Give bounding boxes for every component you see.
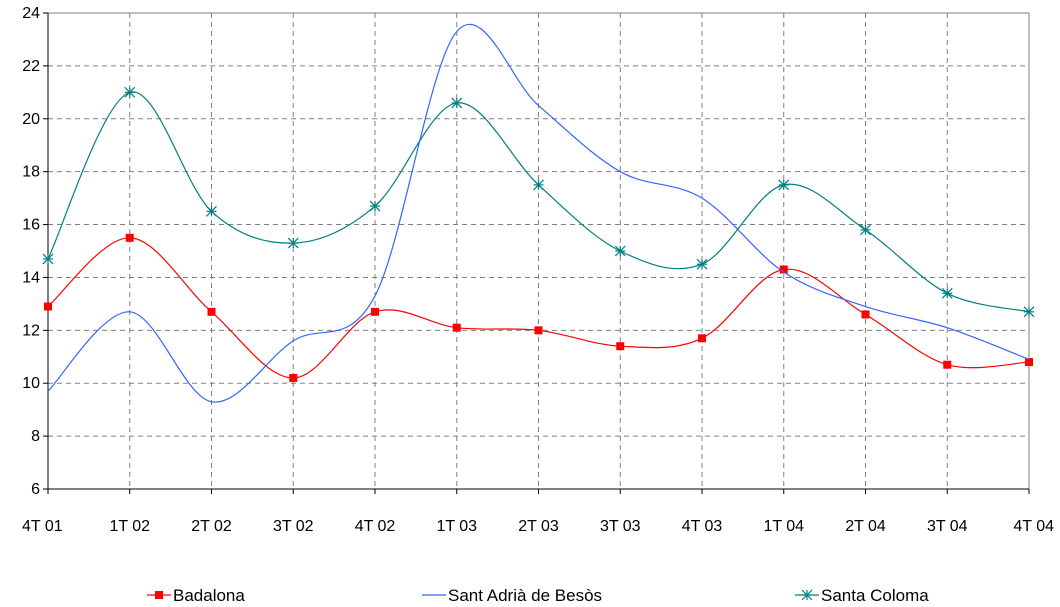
legend-marker-badalona (155, 591, 163, 599)
legend-marker-santa-coloma (801, 589, 813, 601)
data-point-santa-coloma (451, 97, 463, 109)
data-point-santa-coloma (778, 179, 790, 191)
y-tick-label: 18 (22, 164, 40, 181)
data-point-santa-coloma (1023, 306, 1035, 318)
x-tick-label: 4T 01 (22, 518, 63, 535)
x-tick-label: 3T 03 (600, 518, 641, 535)
legend: Badalona Sant Adrià de Besòs Santa Coloma (147, 586, 929, 605)
data-point-santa-coloma (42, 253, 54, 265)
y-tick-label: 22 (22, 58, 40, 75)
legend-label-badalona: Badalona (173, 586, 245, 605)
grid-lines (48, 13, 1029, 489)
y-tick-label: 20 (22, 111, 40, 128)
data-point-badalona (616, 342, 625, 351)
y-tick-label: 12 (22, 322, 40, 339)
data-point-santa-coloma (941, 287, 953, 299)
data-point-santa-coloma (533, 179, 544, 191)
y-tick-label: 16 (22, 217, 40, 234)
y-tick-label: 14 (22, 269, 40, 286)
data-point-badalona (1025, 358, 1033, 367)
x-tick-label: 3T 04 (927, 518, 968, 535)
data-point-santa-coloma (696, 258, 708, 270)
data-point-badalona (698, 334, 706, 343)
x-tick-label: 4T 03 (682, 518, 723, 535)
y-tick-label: 10 (22, 375, 40, 392)
data-point-santa-coloma (860, 224, 871, 236)
data-point-badalona (125, 233, 134, 242)
x-tick-label: 4T 04 (1013, 518, 1054, 535)
x-tick-label: 4T 02 (355, 518, 396, 535)
data-point-badalona (44, 302, 52, 311)
data-point-santa-coloma (287, 237, 299, 249)
y-tick-label: 6 (31, 481, 40, 498)
data-point-badalona (207, 307, 216, 316)
y-tick-label: 24 (22, 5, 40, 22)
data-point-badalona (289, 373, 298, 382)
x-tick-label: 1T 03 (436, 518, 477, 535)
y-tick-label: 8 (31, 428, 40, 445)
data-point-santa-coloma (206, 205, 217, 217)
data-point-santa-coloma (614, 245, 626, 257)
series-group (42, 23, 1035, 403)
legend-label-santa-coloma: Santa Coloma (821, 586, 929, 605)
data-point-badalona (861, 310, 870, 319)
axes: 6 8 10 12 14 16 18 20 22 24 4T 01 1T 02 2T 02 3T 02 4T… (22, 5, 1054, 535)
series-line-santa-coloma (47, 91, 1030, 313)
series-line-sant-adria-de-besos (47, 23, 1030, 403)
x-tick-label: 2T 04 (845, 518, 886, 535)
data-point-badalona (943, 360, 952, 369)
data-point-badalona (779, 265, 788, 274)
data-point-badalona (452, 323, 461, 332)
x-tick-label: 2T 03 (518, 518, 559, 535)
x-tick-label: 1T 04 (763, 518, 804, 535)
x-tick-label: 2T 02 (191, 518, 232, 535)
data-point-badalona (371, 307, 379, 316)
x-tick-label: 3T 02 (273, 518, 314, 535)
legend-label-sant-adria-de-besos: Sant Adrià de Besòs (448, 586, 602, 605)
data-point-badalona (534, 326, 543, 335)
x-tick-label: 1T 02 (109, 518, 150, 535)
data-point-santa-coloma (369, 200, 381, 212)
data-point-santa-coloma (124, 86, 136, 98)
